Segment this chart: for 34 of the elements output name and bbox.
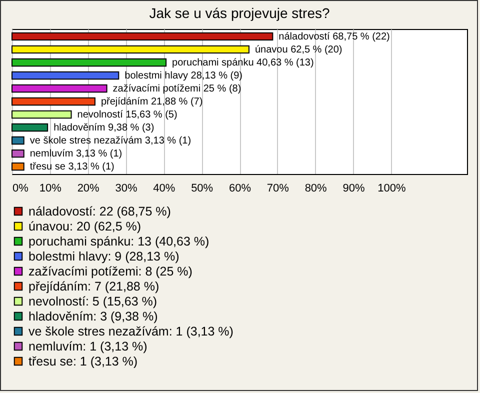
x-tick-label: 0%	[12, 182, 29, 194]
x-tick-label: 10%	[39, 182, 62, 194]
legend-label: nemluvím: 1 (3,13 %)	[28, 339, 148, 354]
data-label: nemluvím 3,13 % (1)	[30, 148, 122, 160]
x-tick-label: 80%	[304, 182, 328, 194]
legend-label: náladovostí: 22 (68,75 %)	[28, 204, 171, 218]
legend-label: přejídáním: 7 (21,88 %)	[28, 279, 160, 294]
x-tick-label: 30%	[115, 182, 138, 194]
data-label: hladověním 9,38 % (3)	[54, 122, 154, 134]
data-label: přejídáním 21,88 % (7)	[100, 96, 203, 108]
legend-label: zažívacími potížemi: 8 (25 %)	[28, 264, 192, 278]
chart-title: Jak se u vás projevuje stres?	[149, 5, 330, 21]
legend-label: hladověním: 3 (9,38 %)	[28, 309, 158, 324]
data-label: únavou 62,5 % (20)	[254, 44, 342, 56]
legend-label: třesu se: 1 (3,13 %)	[28, 354, 138, 368]
x-tick-label: 40%	[153, 182, 176, 194]
x-tick-label: 70%	[266, 182, 290, 194]
legend-label: ve škole stres nezažívám: 1 (3,13 %)	[28, 324, 234, 338]
data-label: bolestmi hlavy 28,13 % (9)	[124, 70, 243, 82]
data-label: náladovostí 68,75 % (22)	[278, 31, 390, 42]
legend-label: únavou: 20 (62,5 %)	[28, 219, 142, 234]
legend-label: poruchami spánku: 13 (40,63 %)	[28, 234, 210, 248]
x-tick-label: 50%	[191, 182, 214, 194]
data-label: ve škole stres nezažívám 3,13 % (1)	[30, 136, 192, 147]
data-label: poruchami spánku 40,63 % (13)	[172, 57, 314, 68]
x-tick-label: 100%	[378, 182, 406, 194]
data-label: zažívacími potížemi 25 % (8)	[112, 83, 242, 94]
x-tick-label: 60%	[228, 182, 252, 194]
legend-label: bolestmi hlavy: 9 (28,13 %)	[28, 249, 180, 264]
data-label: třesu se 3,13 % (1)	[30, 162, 114, 173]
legend-label: nevolností: 5 (15,63 %)	[28, 294, 158, 308]
x-tick-label: 20%	[77, 182, 100, 194]
x-tick-label: 90%	[342, 182, 365, 194]
data-label: nevolností 15,63 % (5)	[77, 110, 178, 121]
